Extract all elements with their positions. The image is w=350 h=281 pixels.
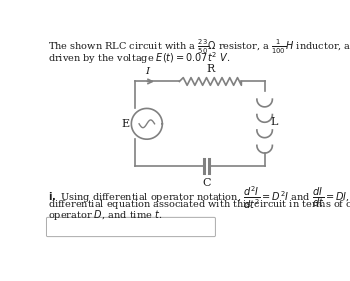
Text: C: C bbox=[202, 178, 211, 188]
Text: operator $D$, and time $t$.: operator $D$, and time $t$. bbox=[48, 208, 162, 222]
FancyBboxPatch shape bbox=[47, 217, 215, 237]
Text: I: I bbox=[146, 67, 150, 76]
Text: The shown RLC circuit with a $\frac{23}{50}\Omega$ resistor, a $\frac{1}{100}H$ : The shown RLC circuit with a $\frac{23}{… bbox=[48, 38, 350, 56]
Text: R: R bbox=[206, 64, 215, 74]
Text: E: E bbox=[122, 119, 130, 129]
Text: L: L bbox=[271, 117, 278, 127]
Text: driven by the voltage $E(t) = 0.07t^2\ V$.: driven by the voltage $E(t) = 0.07t^2\ V… bbox=[48, 51, 230, 67]
Text: differential equation associated with this circuit in terms of current $I$, diff: differential equation associated with th… bbox=[48, 197, 350, 211]
Text: $\mathbf{i.}$ Using differential operator notation, $\dfrac{d^2I}{dt^2} = D^2I$ : $\mathbf{i.}$ Using differential operato… bbox=[48, 185, 350, 211]
